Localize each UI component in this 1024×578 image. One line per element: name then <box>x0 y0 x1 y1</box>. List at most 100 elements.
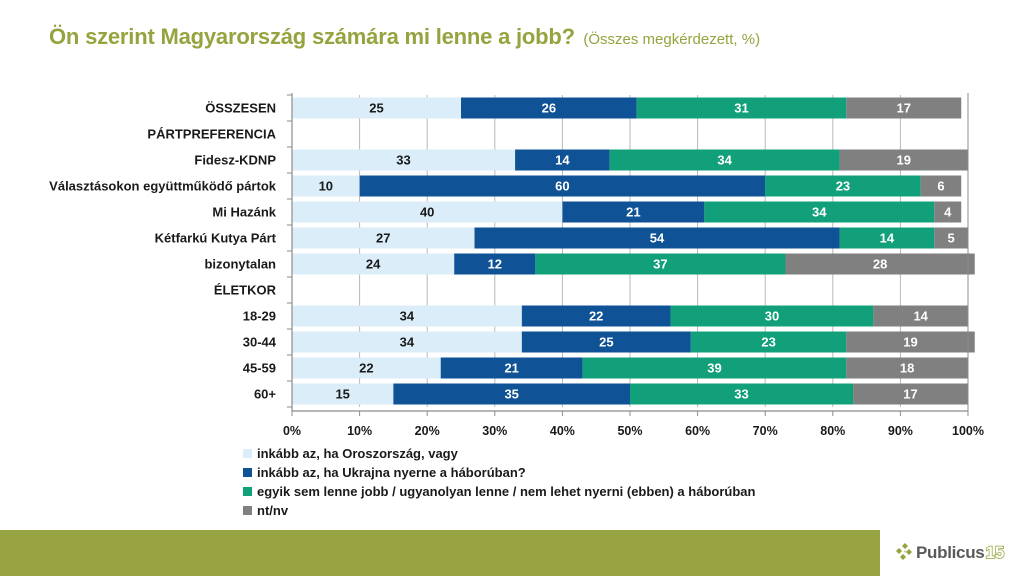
data-label-mi-hazank-s1: 21 <box>626 205 640 220</box>
x-tick-label-20: 20% <box>415 424 440 438</box>
data-label-60-s3: 17 <box>903 387 917 402</box>
data-label-18-29-s3: 14 <box>913 309 928 324</box>
legend-label-dont-know: nt/nv <box>257 503 289 518</box>
bar-segment-bizonytalan-s3 <box>785 253 975 275</box>
bar-segment-valasztasokon-egyuttmukodo-partok-s1 <box>359 175 766 197</box>
logo-diamonds-icon <box>896 543 912 560</box>
data-label-valasztasokon-egyuttmukodo-partok-s0: 10 <box>319 179 333 194</box>
x-tick-label-30: 30% <box>482 424 507 438</box>
data-label-45-59-s0: 22 <box>359 361 373 376</box>
bar-segment-30-44-s3 <box>846 331 975 353</box>
data-label-valasztasokon-egyuttmukodo-partok-s3: 6 <box>937 179 944 194</box>
category-label-fidesz-kdnp: Fidesz-KDNP <box>194 153 276 168</box>
legend-item-neither: egyik sem lenne jobb / ugyanolyan lenne … <box>243 482 755 501</box>
x-tick-label-90: 90% <box>888 424 913 438</box>
legend-label-ukraine: inkább az, ha Ukrajna nyerne a háborúban… <box>257 465 526 480</box>
bar-segment-mi-hazank-s1 <box>562 201 705 223</box>
bar-segment-osszesen-s3 <box>846 97 962 119</box>
data-label-60-s1: 35 <box>504 387 518 402</box>
legend-item-ukraine: inkább az, ha Ukrajna nyerne a háborúban… <box>243 463 755 482</box>
x-tick-label-50: 50% <box>617 424 642 438</box>
data-label-bizonytalan-s2: 37 <box>653 257 667 272</box>
bar-segment-18-29-s0 <box>292 305 522 327</box>
data-label-30-44-s0: 34 <box>400 335 415 350</box>
logo-text: Publicus <box>916 543 985 562</box>
bar-segment-30-44-s2 <box>690 331 847 353</box>
bar-segment-45-59-s2 <box>582 357 847 379</box>
x-tick-label-40: 40% <box>550 424 575 438</box>
bar-segment-bizonytalan-s1 <box>454 253 536 275</box>
bar-segment-45-59-s3 <box>846 357 968 379</box>
data-label-fidesz-kdnp-s0: 33 <box>396 153 410 168</box>
data-label-60-s0: 15 <box>335 387 349 402</box>
data-label-fidesz-kdnp-s1: 14 <box>555 153 570 168</box>
legend-swatch-russia <box>243 449 252 458</box>
x-tick-label-70: 70% <box>753 424 778 438</box>
category-label-partpreferencia: PÁRTPREFERENCIA <box>147 127 276 142</box>
bar-segment-valasztasokon-egyuttmukodo-partok-s3 <box>920 175 962 197</box>
bar-segment-18-29-s3 <box>873 305 968 327</box>
bar-segment-mi-hazank-s3 <box>934 201 962 223</box>
chart-title-main: Ön szerint Magyarország számára mi lenne… <box>49 24 575 49</box>
chart-legend: inkább az, ha Oroszország, vagy inkább a… <box>243 444 755 520</box>
data-label-18-29-s0: 34 <box>400 309 415 324</box>
category-label-60: 60+ <box>254 387 276 402</box>
data-label-45-59-s2: 39 <box>707 361 721 376</box>
data-label-30-44-s1: 25 <box>599 335 613 350</box>
legend-swatch-neither <box>243 487 252 496</box>
category-label-45-59: 45-59 <box>243 361 276 376</box>
data-label-valasztasokon-egyuttmukodo-partok-s1: 60 <box>555 179 569 194</box>
data-label-mi-hazank-s3: 4 <box>944 205 952 220</box>
data-label-osszesen-s1: 26 <box>542 101 556 116</box>
data-label-mi-hazank-s2: 34 <box>812 205 827 220</box>
data-label-fidesz-kdnp-s2: 34 <box>717 153 732 168</box>
bar-segment-60-s3 <box>853 383 968 405</box>
category-label-30-44: 30-44 <box>243 335 277 350</box>
legend-item-dont-know: nt/nv <box>243 501 755 520</box>
bar-segment-mi-hazank-s2 <box>704 201 935 223</box>
data-label-30-44-s3: 19 <box>903 335 917 350</box>
category-label-ketfarku-kutya-part: Kétfarkú Kutya Párt <box>155 231 277 246</box>
bar-segment-fidesz-kdnp-s0 <box>292 149 516 171</box>
x-tick-label-80: 80% <box>820 424 845 438</box>
x-tick-label-60: 60% <box>685 424 710 438</box>
bar-segment-bizonytalan-s0 <box>292 253 455 275</box>
legend-label-russia: inkább az, ha Oroszország, vagy <box>257 446 458 461</box>
bar-segment-18-29-s1 <box>521 305 671 327</box>
data-label-valasztasokon-egyuttmukodo-partok-s2: 23 <box>836 179 850 194</box>
category-label-mi-hazank: Mi Hazánk <box>212 205 276 220</box>
x-tick-label-100: 100% <box>952 424 984 438</box>
data-label-ketfarku-kutya-part-s3: 5 <box>947 231 954 246</box>
bar-segment-fidesz-kdnp-s1 <box>515 149 610 171</box>
data-label-ketfarku-kutya-part-s1: 54 <box>650 231 665 246</box>
data-label-fidesz-kdnp-s3: 19 <box>897 153 911 168</box>
bar-segment-45-59-s0 <box>292 357 441 379</box>
bar-segment-30-44-s1 <box>521 331 691 353</box>
data-label-mi-hazank-s0: 40 <box>420 205 434 220</box>
data-label-45-59-s3: 18 <box>900 361 914 376</box>
bar-segment-ketfarku-kutya-part-s1 <box>474 227 840 249</box>
category-label-valasztasokon-egyuttmukodo-partok: Választásokon együttműködő pártok <box>49 179 277 194</box>
stacked-bar-chart: ÖSSZESEN 25 26 31 17 PÁRTPREFERENCIA Fidesz-KD… <box>49 93 984 438</box>
data-label-bizonytalan-s3: 28 <box>873 257 887 272</box>
category-label-eletkor: ÉLETKOR <box>214 283 277 298</box>
bar-segment-fidesz-kdnp-s2 <box>609 149 840 171</box>
x-tick-label-0: 0% <box>283 424 301 438</box>
chart-title: Ön szerint Magyarország számára mi lenne… <box>49 24 760 50</box>
bar-segment-18-29-s2 <box>670 305 874 327</box>
category-label-osszesen: ÖSSZESEN <box>205 101 276 116</box>
bar-segment-osszesen-s1 <box>461 97 637 119</box>
bar-segment-osszesen-s2 <box>636 97 847 119</box>
bar-segment-45-59-s1 <box>440 357 583 379</box>
bar-segment-60-s0 <box>292 383 394 405</box>
legend-swatch-ukraine <box>243 468 252 477</box>
bar-segment-valasztasokon-egyuttmukodo-partok-s0 <box>292 175 360 197</box>
x-tick-label-10: 10% <box>347 424 372 438</box>
data-label-bizonytalan-s1: 12 <box>488 257 502 272</box>
category-label-18-29: 18-29 <box>243 309 276 324</box>
data-label-18-29-s1: 22 <box>589 309 603 324</box>
legend-item-russia: inkább az, ha Oroszország, vagy <box>243 444 755 463</box>
data-label-30-44-s2: 23 <box>761 335 775 350</box>
footer-bar <box>0 530 880 576</box>
bar-segment-bizonytalan-s2 <box>535 253 786 275</box>
